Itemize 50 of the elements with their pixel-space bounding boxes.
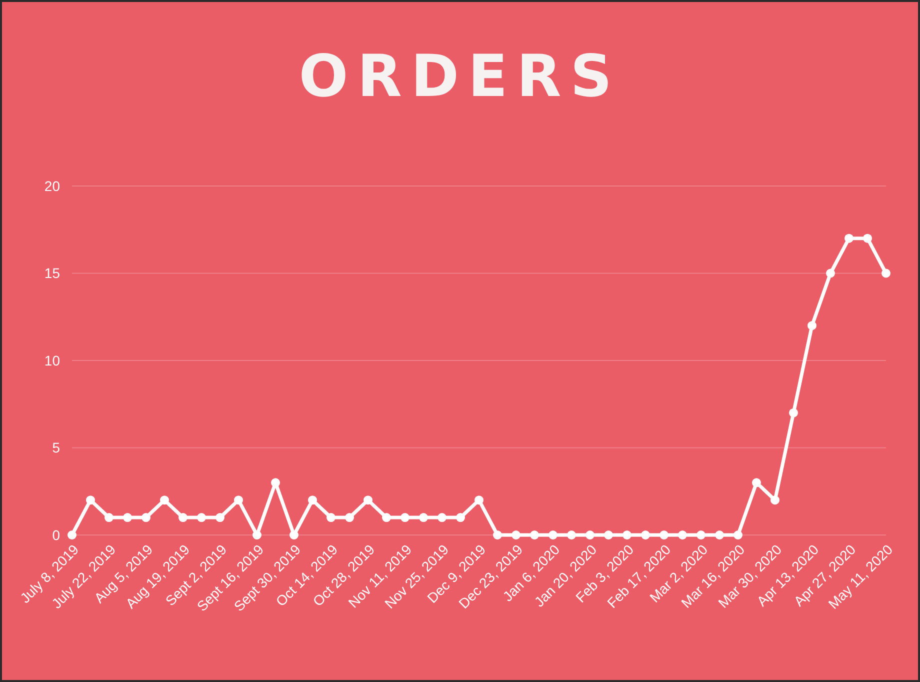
point xyxy=(548,530,558,540)
point xyxy=(844,234,854,243)
point xyxy=(345,513,354,522)
point xyxy=(400,513,410,522)
point xyxy=(382,513,391,522)
point xyxy=(604,530,613,540)
point xyxy=(826,268,835,278)
point xyxy=(641,530,650,540)
point xyxy=(789,408,798,418)
point xyxy=(438,513,446,522)
y-tick-label: 0 xyxy=(52,526,60,543)
point xyxy=(308,496,317,505)
point xyxy=(678,530,687,540)
point xyxy=(474,496,484,505)
y-tick-label: 5 xyxy=(52,440,60,456)
point xyxy=(104,513,114,522)
chart-title: ORDERS xyxy=(298,42,622,110)
point xyxy=(567,530,576,540)
point xyxy=(364,496,372,505)
point xyxy=(734,530,742,540)
y-tick-label: 20 xyxy=(44,178,60,194)
point xyxy=(696,530,706,540)
y-tick-label: 10 xyxy=(44,352,60,368)
point xyxy=(512,530,520,540)
point xyxy=(715,530,724,540)
point xyxy=(326,513,336,522)
point xyxy=(586,530,594,540)
y-tick-label: 15 xyxy=(44,265,60,282)
point xyxy=(123,513,132,522)
point xyxy=(530,530,539,540)
point xyxy=(68,530,76,540)
point xyxy=(216,513,224,522)
point xyxy=(808,321,816,330)
point xyxy=(622,530,632,540)
point xyxy=(252,530,262,540)
point xyxy=(419,513,428,522)
point xyxy=(770,496,780,505)
point xyxy=(86,496,95,505)
point xyxy=(752,478,761,488)
point xyxy=(493,530,502,540)
point xyxy=(290,530,298,540)
point xyxy=(660,530,668,540)
point xyxy=(178,513,188,522)
point xyxy=(160,496,169,505)
point xyxy=(234,496,243,505)
point xyxy=(456,513,465,522)
point xyxy=(882,268,890,278)
point xyxy=(142,513,150,522)
point xyxy=(863,234,872,243)
point xyxy=(197,513,206,522)
